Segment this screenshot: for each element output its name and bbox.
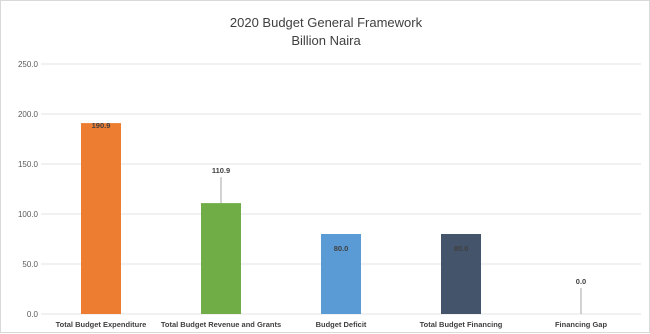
y-tick-label: 200.0 (18, 110, 39, 119)
bar (321, 234, 361, 314)
data-label: 80.0 (454, 244, 469, 253)
gridlines (41, 63, 641, 315)
data-label: 80.0 (334, 244, 349, 253)
y-axis-ticks: 0.0 50.0 100.0 150.0 200.0 250.0 (18, 60, 39, 319)
category-label: Financing Gap (555, 320, 608, 329)
data-label: 190.9 (92, 121, 111, 130)
data-label: 0.0 (576, 277, 586, 286)
category-label: Total Budget Revenue and Grants (161, 320, 281, 329)
y-tick-label: 150.0 (18, 160, 39, 169)
data-labels: 190.9 110.9 80.0 80.0 0.0 (92, 121, 587, 286)
category-label: Budget Deficit (316, 320, 367, 329)
category-label: Total Budget Financing (420, 320, 503, 329)
chart-title: 2020 Budget General Framework (230, 15, 423, 30)
leader-lines (220, 177, 582, 314)
category-label: Total Budget Expenditure (56, 320, 147, 329)
y-tick-label: 100.0 (18, 210, 39, 219)
data-label: 110.9 (212, 166, 230, 175)
y-tick-label: 0.0 (27, 310, 39, 319)
bars (81, 123, 481, 314)
bar (441, 234, 481, 314)
x-axis-categories: Total Budget Expenditure Total Budget Rev… (56, 320, 608, 329)
y-tick-label: 50.0 (22, 260, 38, 269)
y-tick-label: 250.0 (18, 60, 39, 69)
bar (81, 123, 121, 314)
bar (201, 203, 241, 314)
chart-subtitle: Billion Naira (291, 33, 361, 48)
